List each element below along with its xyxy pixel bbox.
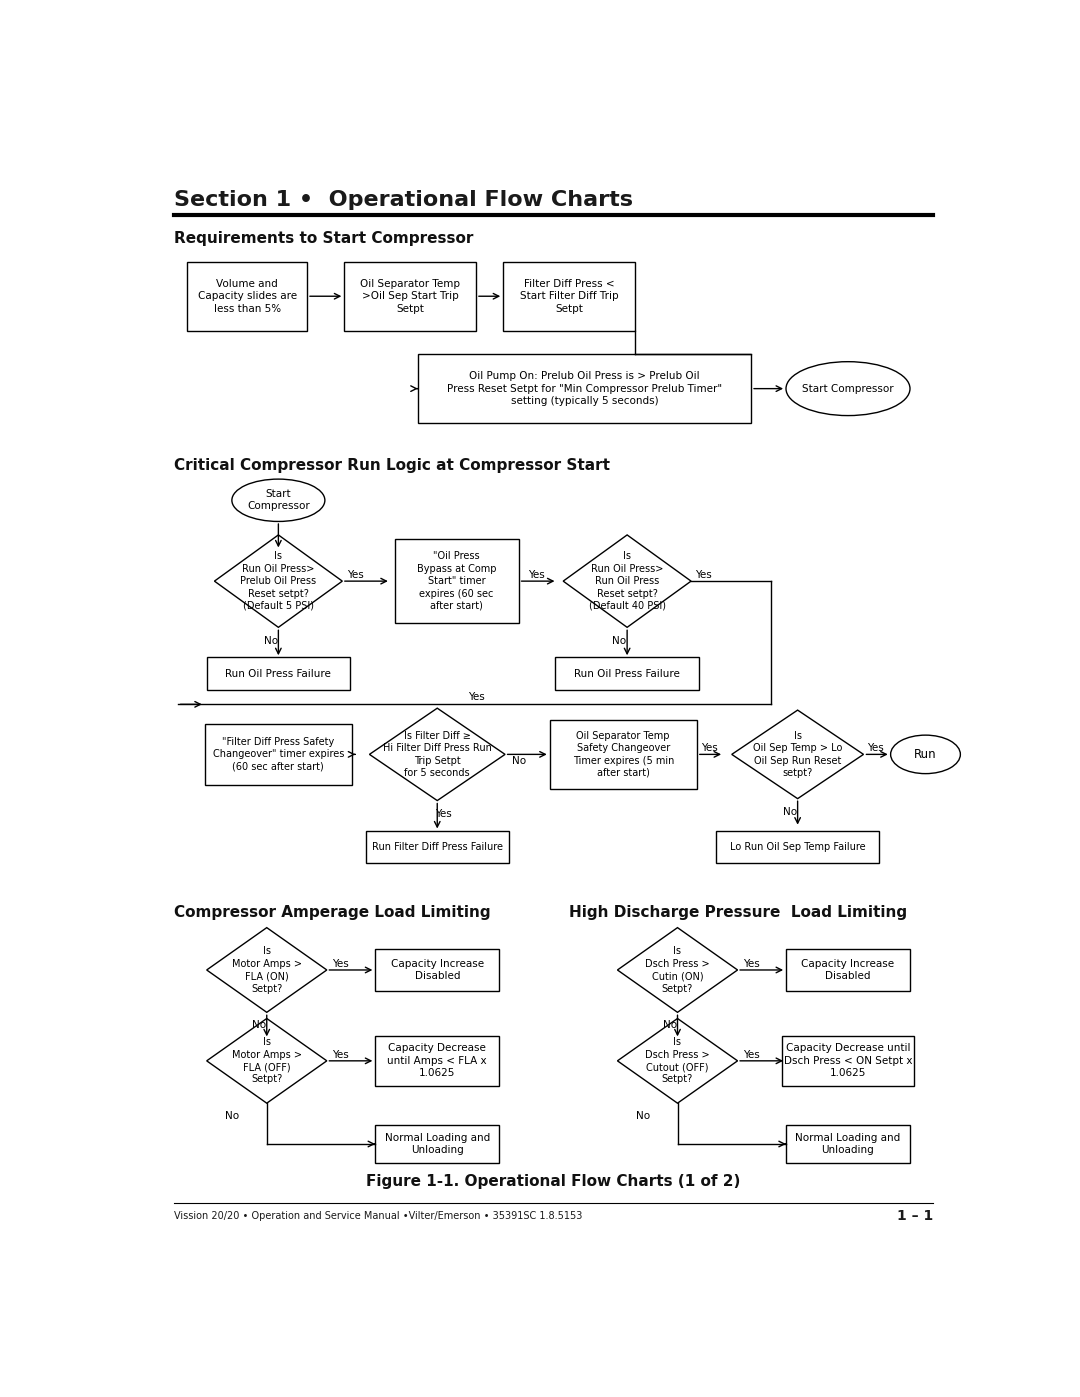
- Text: No: No: [783, 807, 797, 817]
- Text: Run Oil Press Failure: Run Oil Press Failure: [575, 669, 680, 679]
- Text: Oil Separator Temp
Safety Changeover
Timer expires (5 min
after start): Oil Separator Temp Safety Changeover Tim…: [572, 731, 674, 778]
- Ellipse shape: [891, 735, 960, 774]
- FancyBboxPatch shape: [205, 724, 352, 785]
- Text: Is Filter Diff ≥
Hi Filter Diff Press Run
Trip Setpt
for 5 seconds: Is Filter Diff ≥ Hi Filter Diff Press Ru…: [382, 731, 491, 778]
- FancyBboxPatch shape: [187, 261, 308, 331]
- Text: Yes: Yes: [528, 570, 544, 580]
- Text: Lo Run Oil Sep Temp Failure: Lo Run Oil Sep Temp Failure: [730, 842, 865, 852]
- Text: Start Compressor: Start Compressor: [802, 384, 894, 394]
- Text: Yes: Yes: [468, 692, 484, 701]
- FancyBboxPatch shape: [782, 1035, 914, 1085]
- Text: Capacity Increase
Disabled: Capacity Increase Disabled: [801, 958, 894, 981]
- FancyBboxPatch shape: [555, 658, 699, 690]
- Text: Yes: Yes: [696, 570, 712, 580]
- Text: No: No: [225, 1111, 239, 1122]
- Text: Normal Loading and
Unloading: Normal Loading and Unloading: [384, 1133, 490, 1155]
- FancyBboxPatch shape: [394, 539, 518, 623]
- Polygon shape: [618, 1018, 738, 1104]
- FancyBboxPatch shape: [375, 1035, 499, 1085]
- FancyBboxPatch shape: [365, 831, 509, 863]
- Text: Yes: Yes: [743, 1049, 759, 1060]
- Text: No: No: [635, 1111, 650, 1122]
- Text: Filter Diff Press <
Start Filter Diff Trip
Setpt: Filter Diff Press < Start Filter Diff Tr…: [519, 279, 619, 314]
- Polygon shape: [206, 1018, 327, 1104]
- Text: High Discharge Pressure  Load Limiting: High Discharge Pressure Load Limiting: [569, 905, 907, 919]
- Text: Yes: Yes: [332, 1049, 349, 1060]
- Text: Vission 20/20 • Operation and Service Manual •Vilter/Emerson • 35391SC 1.8.5153: Vission 20/20 • Operation and Service Ma…: [174, 1211, 582, 1221]
- Text: Compressor Amperage Load Limiting: Compressor Amperage Load Limiting: [174, 905, 490, 919]
- Text: Start
Compressor: Start Compressor: [247, 489, 310, 511]
- Text: No: No: [512, 756, 526, 766]
- Text: No: No: [252, 1020, 266, 1031]
- Ellipse shape: [232, 479, 325, 521]
- Text: Yes: Yes: [701, 743, 717, 753]
- Text: Figure 1-1. Operational Flow Charts (1 of 2): Figure 1-1. Operational Flow Charts (1 o…: [366, 1175, 741, 1189]
- Polygon shape: [732, 710, 864, 799]
- Text: Is
Motor Amps >
FLA (ON)
Setpt?: Is Motor Amps > FLA (ON) Setpt?: [232, 946, 301, 993]
- Text: Normal Loading and
Unloading: Normal Loading and Unloading: [795, 1133, 901, 1155]
- Text: Is
Motor Amps >
FLA (OFF)
Setpt?: Is Motor Amps > FLA (OFF) Setpt?: [232, 1037, 301, 1084]
- Text: Is
Run Oil Press>
Prelub Oil Press
Reset setpt?
(Default 5 PSI): Is Run Oil Press> Prelub Oil Press Reset…: [241, 552, 316, 610]
- Text: Yes: Yes: [743, 958, 759, 970]
- Text: Run Filter Diff Press Failure: Run Filter Diff Press Failure: [372, 842, 503, 852]
- Text: Is
Dsch Press >
Cutout (OFF)
Setpt?: Is Dsch Press > Cutout (OFF) Setpt?: [645, 1037, 710, 1084]
- FancyBboxPatch shape: [375, 949, 499, 990]
- Text: "Oil Press
Bypass at Comp
Start" timer
expires (60 sec
after start): "Oil Press Bypass at Comp Start" timer e…: [417, 552, 497, 610]
- FancyBboxPatch shape: [550, 719, 697, 789]
- Ellipse shape: [786, 362, 910, 415]
- FancyBboxPatch shape: [786, 1125, 910, 1164]
- Text: Section 1 •  Operational Flow Charts: Section 1 • Operational Flow Charts: [174, 190, 633, 210]
- Text: Oil Pump On: Prelub Oil Press is > Prelub Oil
Press Reset Setpt for "Min Compres: Oil Pump On: Prelub Oil Press is > Prelu…: [447, 372, 723, 407]
- Text: No: No: [612, 636, 626, 647]
- Text: No: No: [264, 636, 278, 647]
- Text: Yes: Yes: [347, 570, 363, 580]
- Text: 1 – 1: 1 – 1: [897, 1210, 933, 1224]
- Polygon shape: [369, 708, 505, 800]
- FancyBboxPatch shape: [206, 658, 350, 690]
- Text: Yes: Yes: [332, 958, 349, 970]
- Polygon shape: [206, 928, 327, 1013]
- Text: Capacity Increase
Disabled: Capacity Increase Disabled: [391, 958, 484, 981]
- Text: Volume and
Capacity slides are
less than 5%: Volume and Capacity slides are less than…: [198, 279, 297, 314]
- Text: Oil Separator Temp
>Oil Sep Start Trip
Setpt: Oil Separator Temp >Oil Sep Start Trip S…: [360, 279, 460, 314]
- Text: Requirements to Start Compressor: Requirements to Start Compressor: [174, 231, 473, 246]
- Text: Yes: Yes: [867, 743, 885, 753]
- Text: Is
Run Oil Press>
Run Oil Press
Reset setpt?
(Default 40 PSI): Is Run Oil Press> Run Oil Press Reset se…: [589, 552, 665, 610]
- FancyBboxPatch shape: [345, 261, 476, 331]
- Text: Capacity Decrease
until Amps < FLA x
1.0625: Capacity Decrease until Amps < FLA x 1.0…: [388, 1044, 487, 1078]
- Text: "Filter Diff Press Safety
Changeover" timer expires
(60 sec after start): "Filter Diff Press Safety Changeover" ti…: [213, 738, 345, 771]
- Polygon shape: [215, 535, 342, 627]
- Text: Critical Compressor Run Logic at Compressor Start: Critical Compressor Run Logic at Compres…: [174, 458, 610, 474]
- Polygon shape: [618, 928, 738, 1013]
- FancyBboxPatch shape: [503, 261, 635, 331]
- FancyBboxPatch shape: [786, 949, 910, 990]
- Polygon shape: [563, 535, 691, 627]
- Text: Run Oil Press Failure: Run Oil Press Failure: [226, 669, 332, 679]
- FancyBboxPatch shape: [418, 353, 751, 423]
- Text: Is
Oil Sep Temp > Lo
Oil Sep Run Reset
setpt?: Is Oil Sep Temp > Lo Oil Sep Run Reset s…: [753, 731, 842, 778]
- FancyBboxPatch shape: [716, 831, 879, 863]
- Text: Run: Run: [914, 747, 936, 761]
- Text: Capacity Decrease until
Dsch Press < ON Setpt x
1.0625: Capacity Decrease until Dsch Press < ON …: [784, 1044, 913, 1078]
- Text: Is
Dsch Press >
Cutin (ON)
Setpt?: Is Dsch Press > Cutin (ON) Setpt?: [645, 946, 710, 993]
- FancyBboxPatch shape: [375, 1125, 499, 1164]
- Text: No: No: [663, 1020, 677, 1031]
- Text: Yes: Yes: [435, 809, 451, 820]
